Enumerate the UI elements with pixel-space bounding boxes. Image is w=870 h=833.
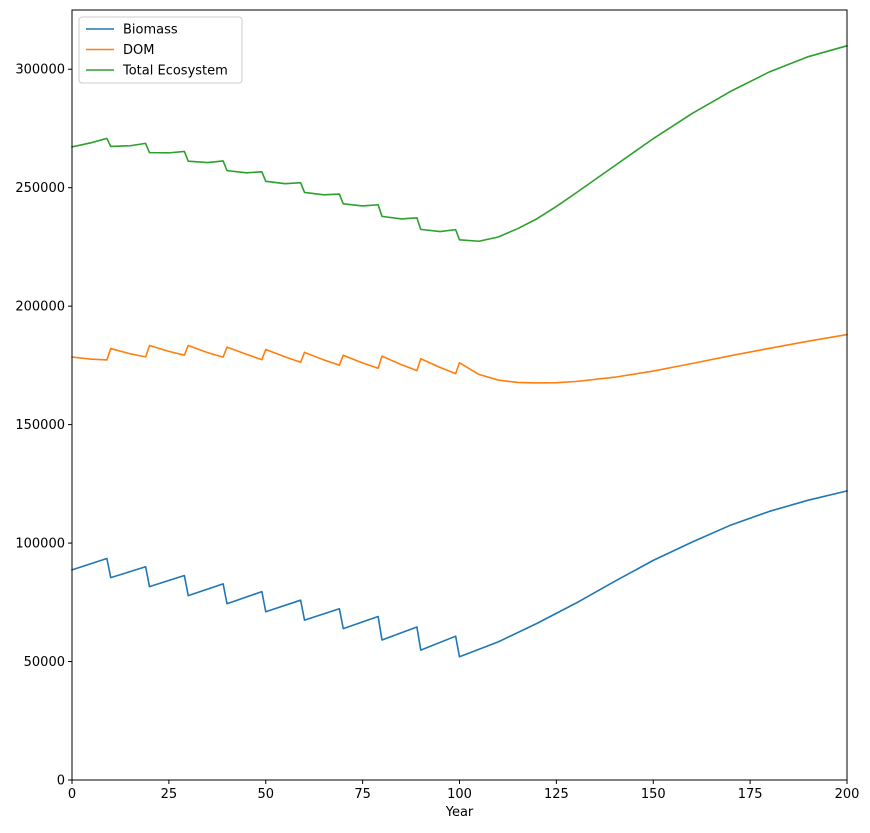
y-tick-label: 50000	[24, 655, 65, 670]
x-tick-label: 100	[447, 787, 472, 802]
y-tick-label: 300000	[15, 63, 65, 78]
y-tick-label: 100000	[15, 537, 65, 552]
plot-background	[72, 10, 847, 780]
x-axis-label: Year	[445, 805, 474, 820]
plot-area	[72, 10, 847, 780]
series-layer	[70, 44, 848, 658]
x-tick-label: 25	[161, 787, 178, 802]
legend-label: Total Ecosystem	[122, 64, 228, 79]
legend-label: DOM	[123, 43, 154, 58]
x-tick-label: 150	[641, 787, 666, 802]
series-line-biomass	[70, 489, 848, 658]
legend-label: Biomass	[123, 23, 178, 38]
series-line-total-ecosystem	[71, 44, 848, 243]
legend-box	[78, 16, 243, 84]
y-tick-label: 0	[57, 774, 65, 789]
axes-layer: 0 25 50 75 100 125 150 175 200 0 50000 100000 150000…	[15, 9, 860, 802]
y-tick-label: 250000	[15, 181, 65, 196]
x-tick-label: 175	[738, 787, 763, 802]
x-tick-label: 0	[68, 787, 76, 802]
x-tick-label: 75	[354, 787, 371, 802]
x-tick-label: 200	[835, 787, 860, 802]
x-tick-label: 125	[544, 787, 569, 802]
legend: Biomass DOM Total Ecosystem	[78, 16, 243, 84]
x-tick-label: 50	[257, 787, 274, 802]
y-tick-label: 200000	[15, 300, 65, 315]
series-line-dom	[71, 333, 848, 384]
y-tick-label: 150000	[15, 418, 65, 433]
